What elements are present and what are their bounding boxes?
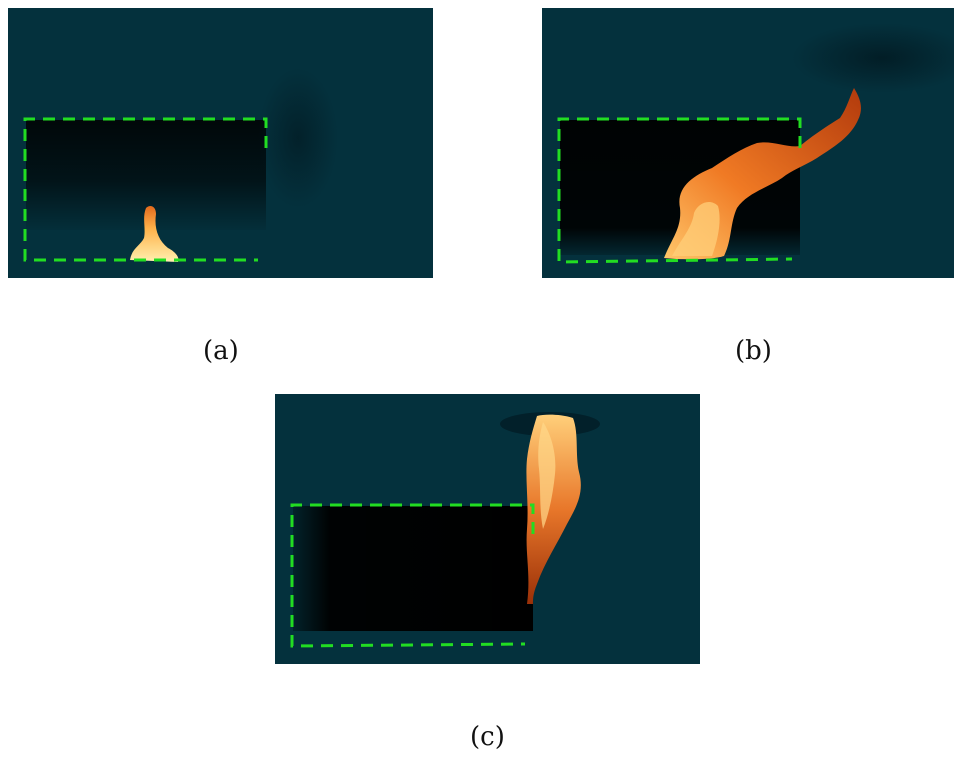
- flame-core: [672, 202, 720, 256]
- enclosure-boundary: [557, 117, 802, 264]
- caption-b: (b): [735, 336, 772, 366]
- flame: [130, 206, 179, 262]
- smoke-plume: [258, 68, 338, 208]
- caption-a: (a): [203, 336, 239, 366]
- caption-c: (c): [470, 722, 505, 752]
- smoke-plume: [792, 23, 954, 93]
- panel-c-render: [290, 412, 600, 648]
- enclosure-boundary: [23, 117, 268, 262]
- panel-b-simulation-image: [542, 8, 954, 278]
- enclosure-boundary: [290, 503, 535, 648]
- panel-b-render: [557, 23, 954, 264]
- panel-c-simulation-image: [275, 394, 700, 664]
- enclosure-shadow: [293, 506, 533, 631]
- panel-a-render: [23, 68, 338, 262]
- panel-a-simulation-image: [8, 8, 433, 278]
- flame-core: [538, 422, 556, 529]
- flame: [526, 414, 581, 604]
